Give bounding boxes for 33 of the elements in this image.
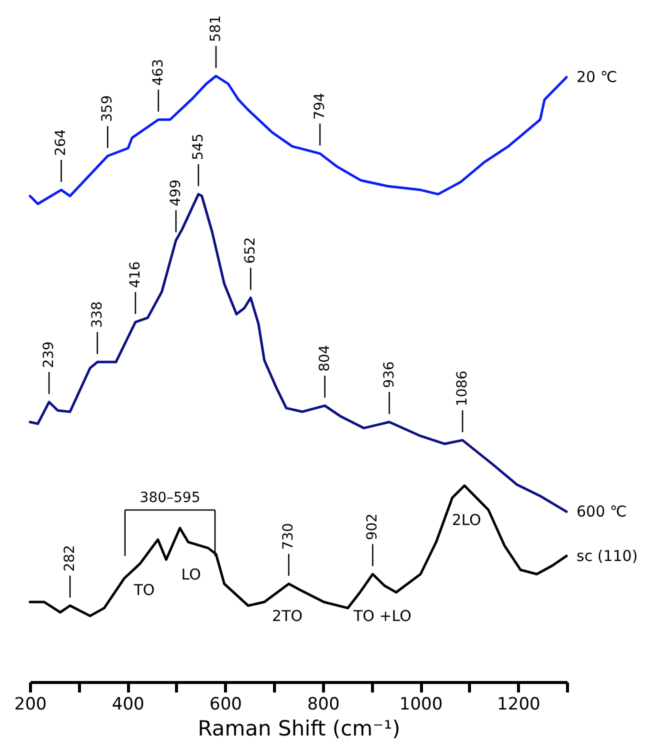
annotation: 1086 — [454, 370, 471, 406]
annotation: 581 — [208, 15, 224, 42]
x-tick-label: 600 — [210, 694, 242, 714]
x-tick-label: 800 — [307, 694, 340, 714]
annotation: 239 — [41, 341, 58, 368]
annotation: 936 — [381, 361, 398, 388]
x-tick-label: 400 — [112, 694, 144, 714]
annotation: 463 — [150, 58, 166, 86]
annotation: 416 — [127, 261, 144, 288]
series-label: 20 ℃ — [576, 68, 618, 86]
annotation: 794 — [312, 92, 328, 120]
annotation: TO — [132, 580, 155, 599]
annotation: 499 — [168, 179, 184, 206]
annotation: 902 — [364, 513, 381, 540]
series-label: 600 ℃ — [576, 502, 627, 521]
annotation: 380–595 — [140, 490, 200, 506]
annotation: 804 — [316, 344, 333, 372]
annotation: 359 — [100, 95, 116, 122]
annotation: 652 — [242, 237, 259, 264]
annotation: 545 — [190, 133, 206, 160]
x-tick-label: 200 — [14, 694, 47, 714]
annotation: LO — [181, 566, 201, 584]
x-tick-label: 1200 — [497, 694, 540, 714]
annotation: TO +LO — [352, 606, 412, 625]
annotation: 264 — [53, 129, 70, 156]
annotation: 2TO — [272, 606, 303, 625]
series-label: sc (110) — [576, 546, 638, 565]
x-tick-label: 1000 — [399, 694, 443, 714]
annotation: 338 — [89, 301, 106, 328]
annotation: 2LO — [452, 511, 482, 530]
x-axis-title: Raman Shift (cm⁻¹) — [198, 716, 400, 740]
annotation: 730 — [280, 523, 297, 550]
annotation: 282 — [62, 544, 78, 572]
